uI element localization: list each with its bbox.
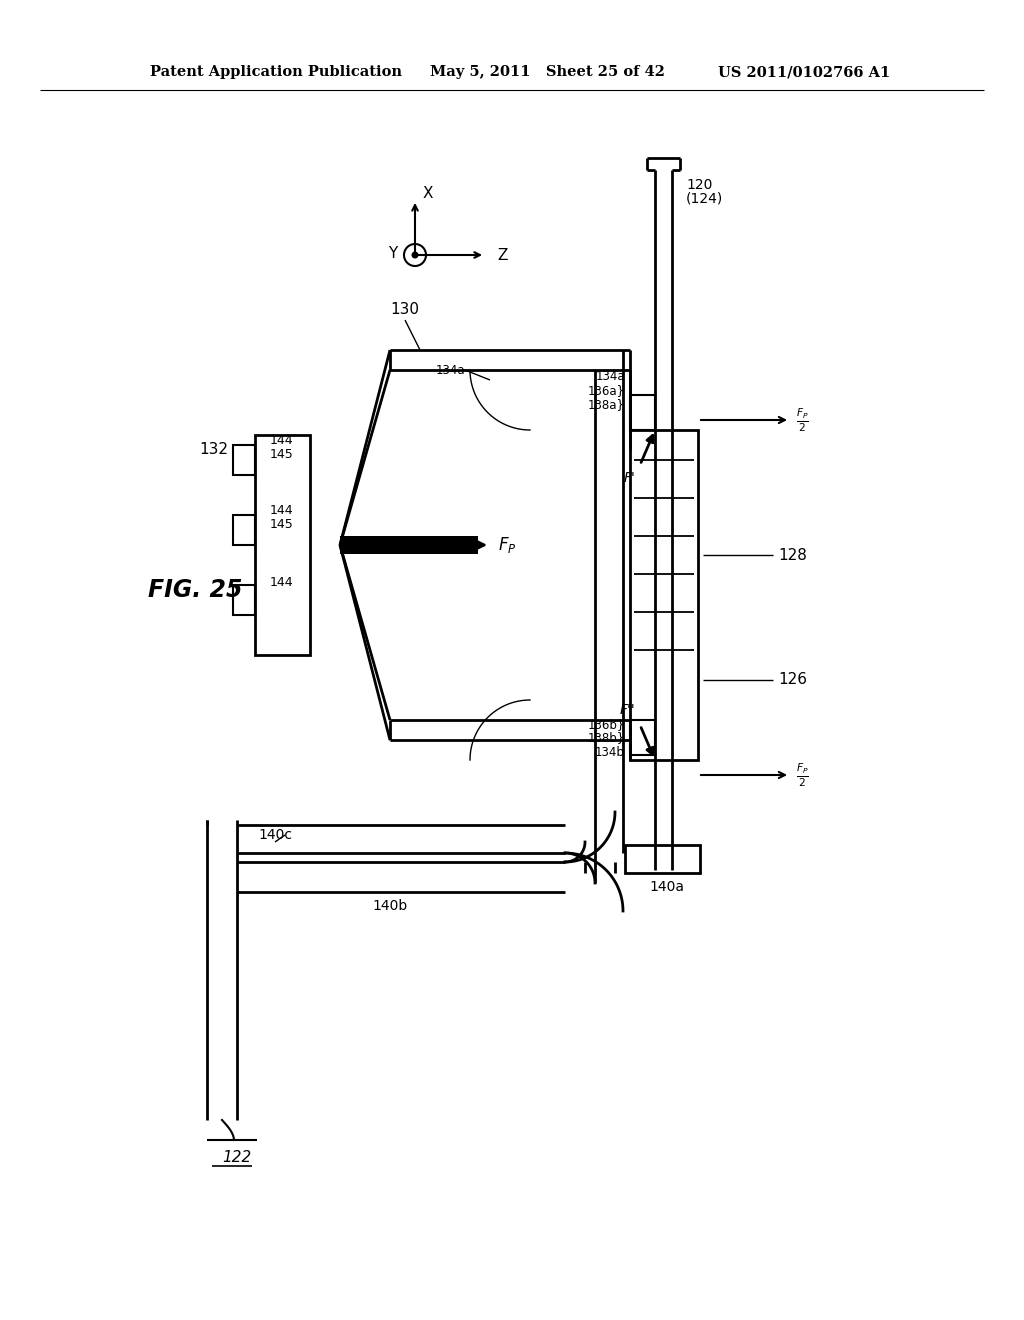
Text: Patent Application Publication: Patent Application Publication — [150, 65, 402, 79]
Text: $\frac{F_P}{2}$: $\frac{F_P}{2}$ — [796, 407, 809, 434]
Text: 144: 144 — [270, 576, 294, 589]
Text: 140c: 140c — [258, 828, 292, 842]
Circle shape — [413, 252, 418, 257]
Text: 138b}: 138b} — [588, 731, 625, 744]
Text: 136a}: 136a} — [588, 384, 625, 397]
Text: 122: 122 — [222, 1151, 251, 1166]
Text: 132: 132 — [199, 442, 228, 458]
Text: $\frac{F_P}{2}$: $\frac{F_P}{2}$ — [796, 762, 809, 789]
Bar — [255, 436, 310, 655]
Text: 138a}: 138a} — [588, 399, 625, 412]
Bar — [630, 719, 655, 755]
Text: 144: 144 — [270, 503, 294, 516]
Text: 145: 145 — [270, 519, 294, 532]
Text: May 5, 2011   Sheet 25 of 42: May 5, 2011 Sheet 25 of 42 — [430, 65, 665, 79]
Text: 120: 120 — [686, 178, 713, 191]
Bar — [630, 395, 655, 430]
Text: 144: 144 — [270, 433, 294, 446]
Text: US 2011/0102766 A1: US 2011/0102766 A1 — [718, 65, 890, 79]
Text: 145: 145 — [270, 449, 294, 462]
Bar — [233, 515, 255, 545]
Bar — [340, 536, 478, 554]
Text: $F_P$: $F_P$ — [498, 535, 516, 554]
Text: 136b}: 136b} — [588, 718, 625, 731]
Text: 134a: 134a — [435, 363, 465, 376]
Text: F': F' — [624, 471, 635, 484]
Text: X: X — [423, 186, 433, 201]
Text: (124): (124) — [686, 191, 723, 206]
Text: 130: 130 — [390, 302, 419, 318]
Text: 140a: 140a — [649, 880, 684, 894]
Text: Z: Z — [497, 248, 507, 263]
Text: Y: Y — [388, 246, 397, 260]
Bar — [233, 585, 255, 615]
Text: 134a: 134a — [595, 371, 625, 384]
Text: FIG. 25: FIG. 25 — [148, 578, 243, 602]
Text: 134b: 134b — [595, 746, 625, 759]
Text: 128: 128 — [778, 548, 807, 562]
Bar — [233, 445, 255, 475]
Text: F'': F'' — [620, 704, 635, 717]
Bar — [630, 430, 698, 760]
Text: 140b: 140b — [373, 899, 408, 913]
Bar — [625, 845, 700, 873]
Text: 126: 126 — [778, 672, 807, 688]
